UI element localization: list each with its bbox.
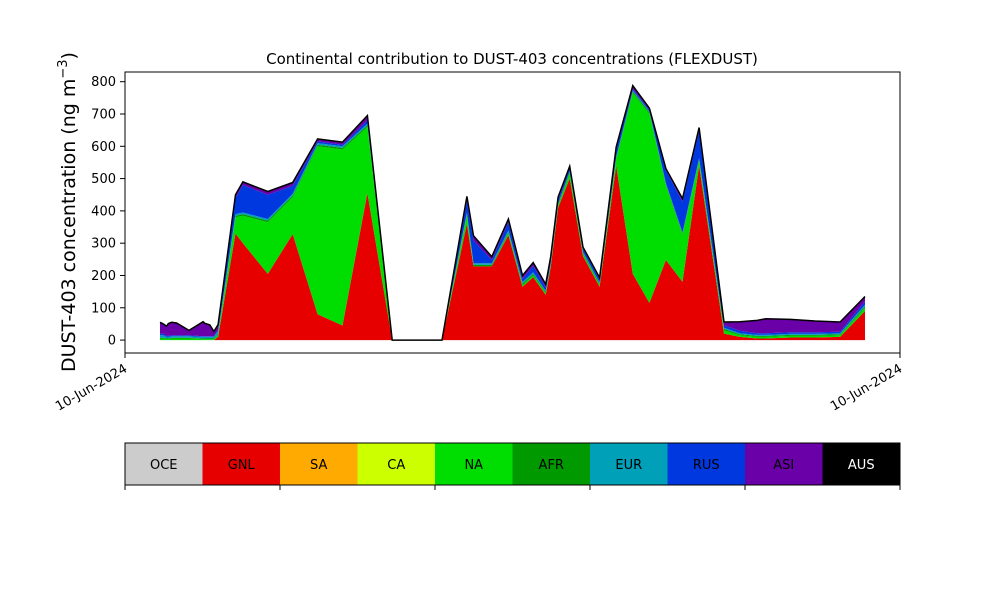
y-tick-label: 500 [91, 172, 116, 187]
legend-label-ca: CA [387, 458, 405, 473]
y-axis-label: DUST-403 concentration (ng m−3) [56, 52, 80, 372]
legend-swatch-rus [667, 443, 745, 485]
legend-label-aus: AUS [848, 458, 875, 473]
y-tick-label: 200 [91, 269, 116, 284]
stacked-area-layers [160, 85, 865, 341]
legend: OCE GNL SA CA NA AFR EUR RUS ASI AUS [124, 442, 901, 490]
legend-swatch-aus [822, 443, 900, 485]
y-tick-label: 800 [91, 75, 116, 90]
legend-label-asi: ASI [773, 458, 794, 473]
legend-label-rus: RUS [693, 458, 720, 473]
y-axis-label-main: DUST-403 concentration (ng m [58, 79, 80, 372]
legend-swatch-ca [357, 443, 435, 485]
legend-label-eur: EUR [615, 458, 642, 473]
y-tick-label: 600 [91, 140, 116, 155]
legend-label-afr: AFR [539, 458, 564, 473]
total-outline [159, 83, 866, 341]
y-tick-label: 300 [91, 237, 116, 252]
x-tick-label: 10-Jun-2024 [828, 361, 905, 414]
legend-label-na: NA [464, 458, 483, 473]
y-tick-label: 0 [108, 334, 116, 349]
legend-frame [124, 442, 901, 486]
y-axis: 0 100 200 300 400 500 600 700 800 [91, 75, 125, 349]
y-tick-label: 400 [91, 204, 116, 219]
legend-swatch-oce [125, 443, 203, 485]
chart-title: Continental contribution to DUST-403 con… [266, 50, 758, 68]
legend-swatch-gnl [202, 443, 280, 485]
legend-label-oce: OCE [150, 458, 178, 473]
plot-frame [124, 71, 901, 354]
x-axis: 10-Jun-2024 10-Jun-2024 [53, 353, 905, 414]
y-axis-label-superscript: −3 [56, 59, 71, 78]
legend-swatch-sa [280, 443, 358, 485]
legend-swatch-na [435, 443, 513, 485]
legend-swatch-afr [512, 443, 590, 485]
legend-swatch-asi [745, 443, 823, 485]
legend-swatch-eur [590, 443, 668, 485]
legend-label-sa: SA [310, 458, 327, 473]
y-tick-label: 100 [91, 301, 116, 316]
y-tick-label: 700 [91, 107, 116, 122]
area-series-na [160, 93, 865, 341]
area-series-gnl [160, 165, 865, 341]
legend-label-gnl: GNL [228, 458, 256, 473]
y-axis-label-close: ) [58, 52, 80, 59]
